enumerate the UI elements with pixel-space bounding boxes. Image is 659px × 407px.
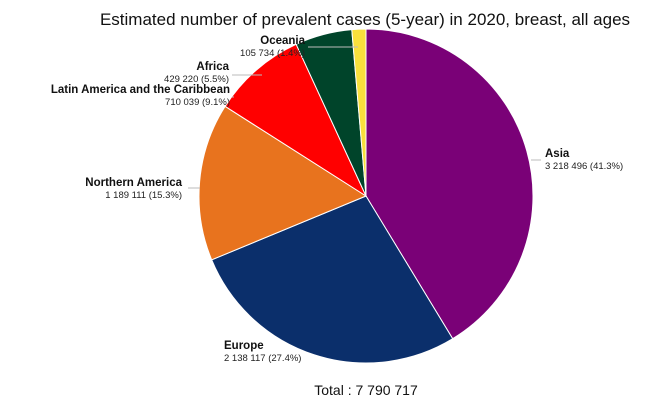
slice-label-name: Europe [224,340,264,352]
pie-slice-northern-america [198,105,368,261]
slice-label-value: 2 138 117 (27.4%) [224,353,301,364]
pie-slices [198,28,534,364]
slice-label-value: 1 189 111 (15.3%) [105,190,182,201]
pie-slice-asia [365,28,534,340]
slice-label-value: 710 039 (9.1%) [165,97,230,108]
total-label: Total : 7 790 717 [314,382,418,398]
slice-label-value: 3 218 496 (41.3%) [545,161,623,172]
pie-slice-oceania [351,28,367,197]
pie-slice-latin-america-and-the-caribbean [224,43,368,198]
slice-label-name: Latin America and the Caribbean [51,84,230,96]
slice-label-name: Oceania [260,35,305,47]
slice-label-name: Northern America [85,177,182,189]
slice-label-value: 105 734 (1.4%) [240,48,305,59]
chart-title: Estimated number of prevalent cases (5-y… [100,10,630,29]
slice-label-name: Asia [545,148,570,160]
pie-slice-europe [211,195,454,364]
slice-label-name: Africa [196,61,229,73]
slice-label-value: 429 220 (5.5%) [164,74,229,85]
